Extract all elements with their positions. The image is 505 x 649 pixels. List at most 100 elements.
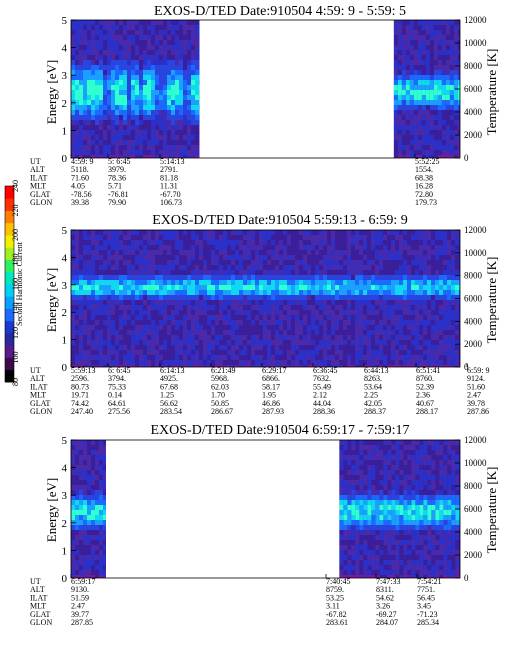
heatmap-cell bbox=[175, 140, 179, 145]
heatmap-cell bbox=[255, 250, 259, 255]
heatmap-cell bbox=[421, 110, 426, 115]
heatmap-cell bbox=[367, 540, 372, 545]
heatmap-cell bbox=[111, 85, 115, 90]
heatmap-cell bbox=[391, 320, 395, 325]
heatmap-cell bbox=[159, 280, 163, 285]
heatmap-cell bbox=[383, 575, 388, 578]
heatmap-cell bbox=[451, 345, 455, 350]
heatmap-cell bbox=[155, 335, 159, 340]
heatmap-cell bbox=[367, 565, 372, 570]
heatmap-cell bbox=[247, 365, 251, 367]
heatmap-cell bbox=[391, 325, 395, 330]
heatmap-cell bbox=[111, 60, 115, 65]
heatmap-cell bbox=[107, 350, 111, 355]
heatmap-cell bbox=[375, 240, 379, 245]
heatmap-cell bbox=[123, 80, 127, 85]
heatmap-cell bbox=[335, 285, 339, 290]
heatmap-cell bbox=[71, 480, 75, 485]
heatmap-cell bbox=[75, 150, 79, 155]
heatmap-cell bbox=[299, 320, 303, 325]
heatmap-cell bbox=[275, 260, 279, 265]
heatmap-cell bbox=[143, 360, 147, 365]
heatmap-cell bbox=[431, 345, 435, 350]
heatmap-cell bbox=[417, 80, 422, 85]
heatmap-cell bbox=[379, 535, 384, 540]
heatmap-cell bbox=[127, 35, 131, 40]
heatmap-cell bbox=[263, 325, 267, 330]
heatmap-cell bbox=[359, 280, 363, 285]
heatmap-cell bbox=[425, 100, 430, 105]
heatmap-cell bbox=[187, 275, 191, 280]
heatmap-cell bbox=[95, 510, 99, 515]
heatmap-cell bbox=[171, 360, 175, 365]
heatmap-cell bbox=[211, 320, 215, 325]
heatmap-cell bbox=[87, 260, 91, 265]
heatmap-cell bbox=[79, 440, 83, 445]
heatmap-cell bbox=[79, 565, 83, 570]
heatmap-cell bbox=[255, 365, 259, 367]
heatmap-cell bbox=[191, 20, 195, 25]
heatmap-cell bbox=[427, 350, 431, 355]
heatmap-cell bbox=[143, 60, 147, 65]
heatmap-cell bbox=[315, 285, 319, 290]
heatmap-cell bbox=[375, 270, 379, 275]
heatmap-cell bbox=[103, 455, 106, 460]
heatmap-cell bbox=[379, 230, 383, 235]
heatmap-cell bbox=[179, 90, 183, 95]
heatmap-cell bbox=[303, 335, 307, 340]
heatmap-cell bbox=[367, 550, 372, 555]
heatmap-cell bbox=[405, 150, 410, 155]
heatmap-cell bbox=[295, 265, 299, 270]
heatmap-cell bbox=[429, 150, 434, 155]
heatmap-cell bbox=[383, 340, 387, 345]
orbit-value: 5:52:25 bbox=[415, 157, 439, 166]
heatmap-cell bbox=[95, 95, 99, 100]
heatmap-cell bbox=[255, 265, 259, 270]
heatmap-cell bbox=[175, 50, 179, 55]
heatmap-cell bbox=[99, 75, 103, 80]
heatmap-cell bbox=[135, 280, 139, 285]
heatmap-cell bbox=[459, 350, 460, 355]
heatmap-cell bbox=[83, 320, 87, 325]
heatmap-cell bbox=[227, 335, 231, 340]
heatmap-cell bbox=[371, 230, 375, 235]
heatmap-cell bbox=[339, 520, 344, 525]
heatmap-cell bbox=[449, 20, 454, 25]
heatmap-cell bbox=[95, 90, 99, 95]
heatmap-cell bbox=[175, 145, 179, 150]
heatmap-cell bbox=[399, 240, 403, 245]
heatmap-cell bbox=[91, 325, 95, 330]
heatmap-cell bbox=[399, 255, 403, 260]
heatmap-cell bbox=[143, 270, 147, 275]
heatmap-cell bbox=[347, 480, 352, 485]
heatmap-cell bbox=[87, 440, 91, 445]
heatmap-cell bbox=[135, 120, 139, 125]
heatmap-cell bbox=[107, 340, 111, 345]
heatmap-cell bbox=[151, 30, 155, 35]
heatmap-cell bbox=[115, 135, 119, 140]
heatmap-cell bbox=[391, 545, 396, 550]
heatmap-cell bbox=[449, 145, 454, 150]
heatmap-cell bbox=[315, 250, 319, 255]
heatmap-cell bbox=[255, 270, 259, 275]
heatmap-cell bbox=[139, 345, 143, 350]
heatmap-cell bbox=[323, 280, 327, 285]
heatmap-cell bbox=[71, 300, 75, 305]
heatmap-cell bbox=[323, 300, 327, 305]
heatmap-cell bbox=[375, 495, 380, 500]
heatmap-cell bbox=[187, 335, 191, 340]
heatmap-cell bbox=[219, 265, 223, 270]
heatmap-cell bbox=[415, 360, 419, 365]
heatmap-cell bbox=[243, 340, 247, 345]
heatmap-cell bbox=[405, 100, 410, 105]
heatmap-cell bbox=[435, 340, 439, 345]
heatmap-cell bbox=[455, 240, 459, 245]
heatmap-cell bbox=[279, 250, 283, 255]
heatmap-cell bbox=[421, 25, 426, 30]
heatmap-cell bbox=[235, 315, 239, 320]
heatmap-cell bbox=[107, 30, 111, 35]
heatmap-cell bbox=[279, 350, 283, 355]
orbit-row-label: ALT bbox=[30, 374, 45, 383]
heatmap-cell bbox=[427, 335, 431, 340]
